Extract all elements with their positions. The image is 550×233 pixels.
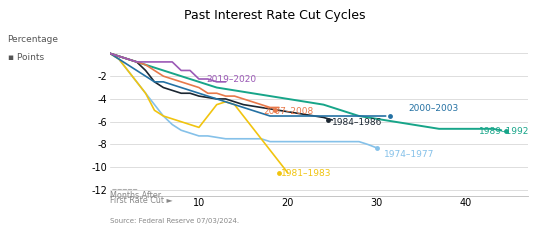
Text: Past Interest Rate Cut Cycles: Past Interest Rate Cut Cycles bbox=[184, 9, 366, 22]
Text: 2007–2008: 2007–2008 bbox=[263, 107, 313, 116]
Text: Months After: Months After bbox=[110, 191, 161, 200]
Text: 1984–1986: 1984–1986 bbox=[332, 118, 383, 127]
Text: Percentage: Percentage bbox=[8, 35, 59, 44]
Text: ▪ Points: ▪ Points bbox=[8, 53, 43, 62]
Text: 2000–2003: 2000–2003 bbox=[408, 104, 458, 113]
Text: First Rate Cut ►: First Rate Cut ► bbox=[110, 196, 173, 205]
Text: 1981–1983: 1981–1983 bbox=[280, 169, 331, 178]
Text: 1974–1977: 1974–1977 bbox=[384, 150, 434, 159]
Text: Source: Federal Reserve 07/03/2024.: Source: Federal Reserve 07/03/2024. bbox=[110, 218, 239, 224]
Text: 1989–1992: 1989–1992 bbox=[479, 127, 530, 136]
Text: 2019–2020: 2019–2020 bbox=[206, 75, 256, 84]
